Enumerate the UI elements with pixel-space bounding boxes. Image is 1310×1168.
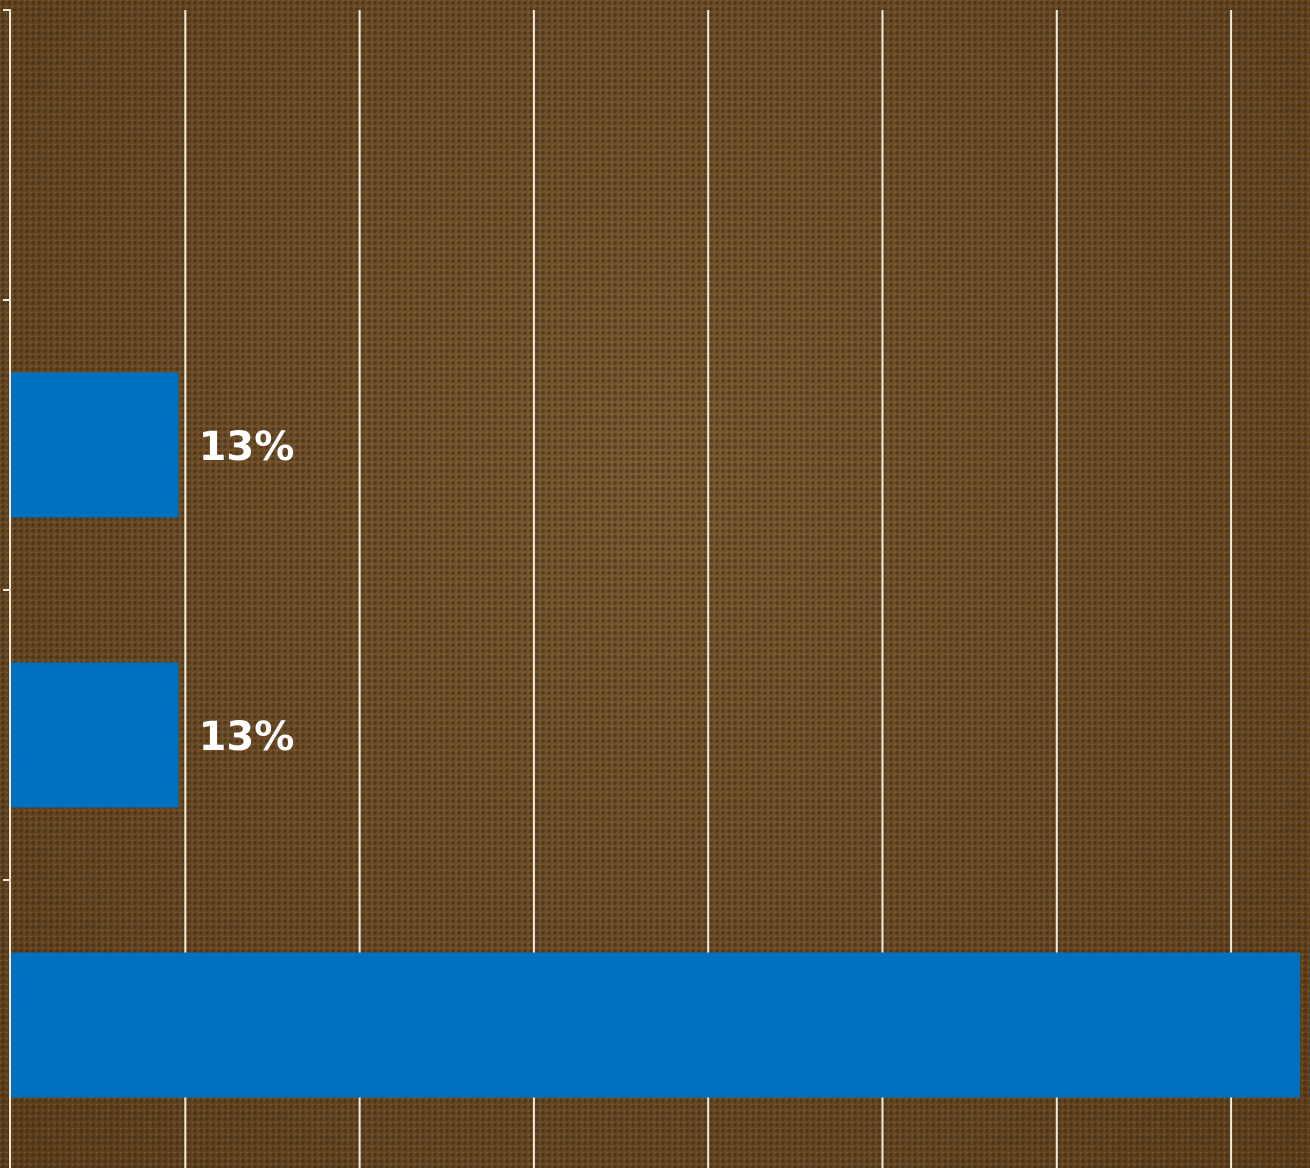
gridlines bbox=[184, 10, 1233, 1168]
data-label: 13% bbox=[199, 424, 295, 470]
data-label: 13% bbox=[199, 714, 295, 760]
y-axis bbox=[3, 9, 11, 1168]
bar bbox=[11, 372, 179, 518]
bar bbox=[11, 662, 179, 808]
bars bbox=[11, 372, 1300, 1098]
bar bbox=[11, 952, 1300, 1098]
data-labels: 13% 13% bbox=[199, 424, 295, 760]
